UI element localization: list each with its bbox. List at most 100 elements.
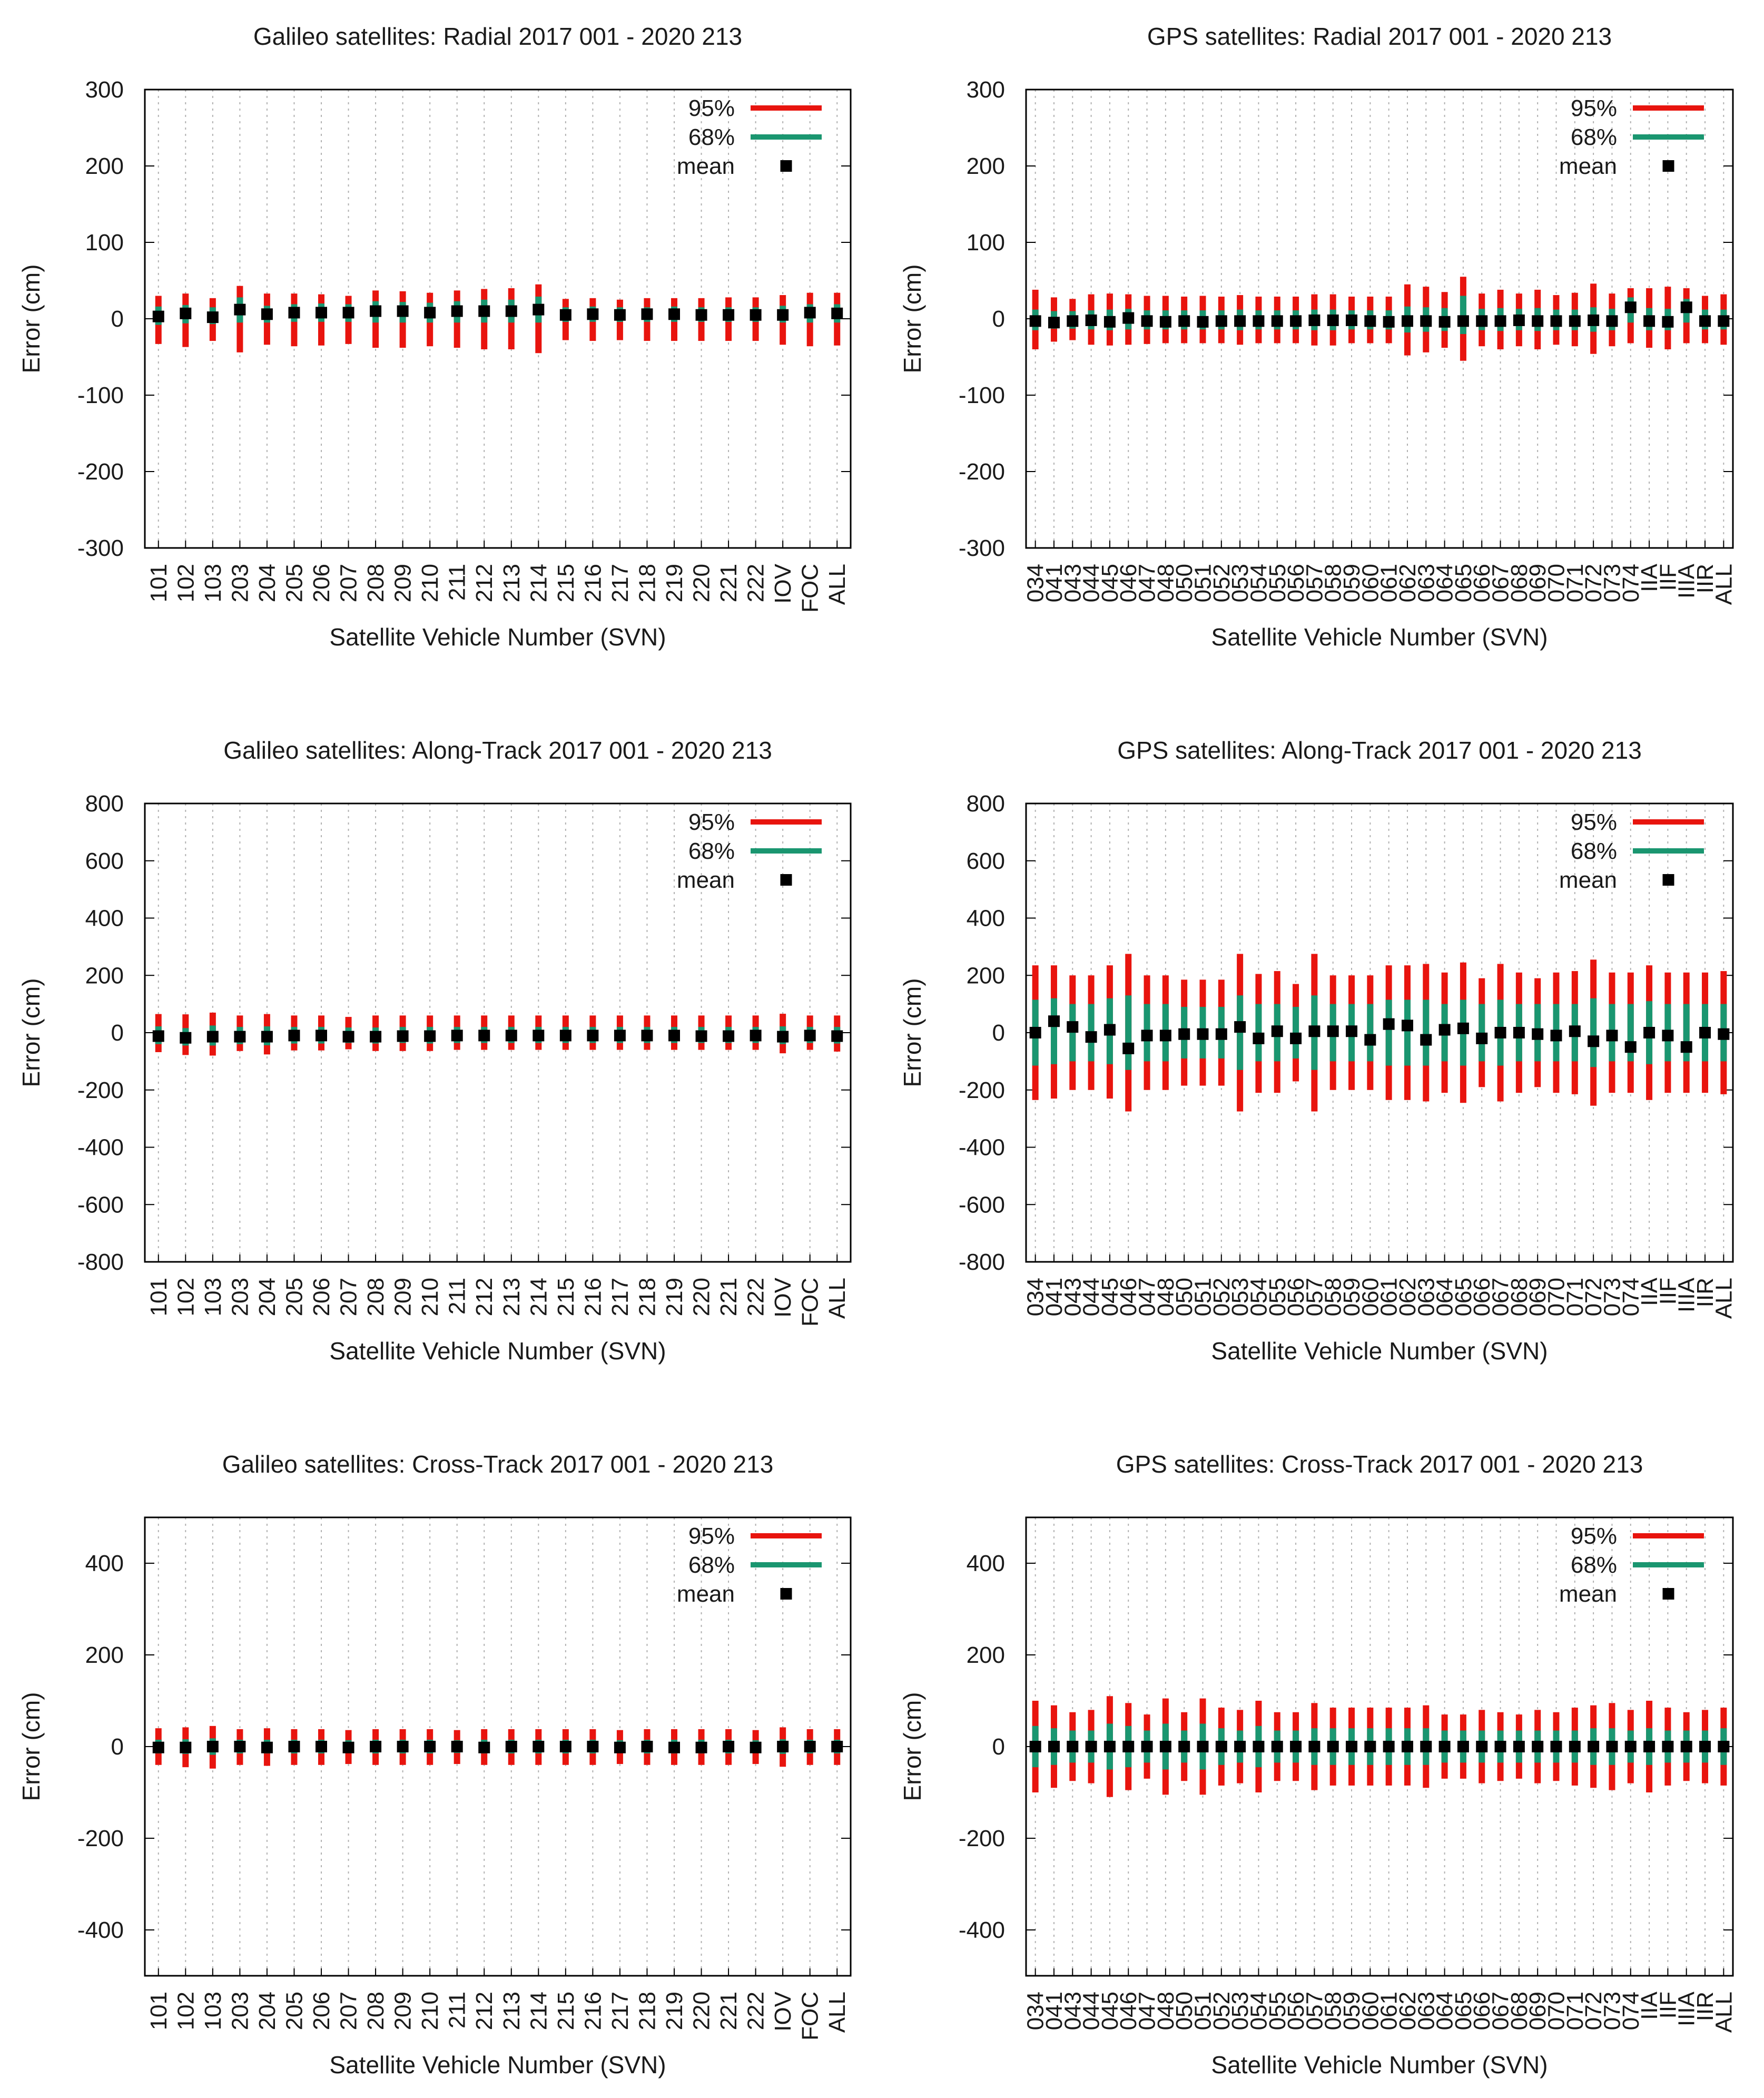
- x-tick-label-102: 102: [173, 1992, 199, 2030]
- mean-point-061: [1383, 1741, 1395, 1752]
- mean-point-IIR: [1699, 1741, 1711, 1752]
- x-tick-label-034: 034: [1023, 564, 1049, 602]
- x-tick-label-054: 054: [1246, 1992, 1272, 2030]
- mean-point-051: [1197, 1741, 1209, 1752]
- x-tick-label-207: 207: [336, 1992, 362, 2030]
- x-tick-label-051: 051: [1190, 1278, 1216, 1316]
- x-axis-label: Satellite Vehicle Number (SVN): [1211, 623, 1548, 651]
- x-tick-label-067: 067: [1488, 1278, 1514, 1316]
- mean-point-209: [397, 1741, 409, 1752]
- x-tick-label-046: 046: [1116, 1992, 1141, 2030]
- x-tick-label-103: 103: [200, 1278, 226, 1316]
- x-tick-label-IIIA: IIIA: [1674, 1277, 1700, 1312]
- mean-point-057: [1308, 314, 1320, 326]
- x-tick-label-059: 059: [1339, 564, 1365, 602]
- x-tick-label-066: 066: [1469, 1992, 1495, 2030]
- x-tick-label-211: 211: [445, 1992, 470, 2028]
- mean-point-073: [1606, 1030, 1618, 1042]
- mean-point-IIF: [1662, 1741, 1674, 1752]
- mean-point-057: [1308, 1741, 1320, 1752]
- mean-point-219: [668, 1030, 680, 1042]
- x-tick-label-212: 212: [471, 1992, 497, 2030]
- x-tick-label-218: 218: [634, 564, 660, 602]
- x-tick-label-203: 203: [227, 1992, 253, 2030]
- mean-point-047: [1141, 315, 1153, 327]
- mean-point-211: [451, 305, 463, 317]
- plot-frame: [1025, 1516, 1734, 1977]
- y-tick-label: -200: [959, 1077, 1005, 1103]
- x-tick-label-208: 208: [363, 1278, 389, 1316]
- mean-point-218: [641, 1030, 653, 1042]
- mean-point-ALL: [831, 1030, 843, 1042]
- mean-point-067: [1494, 315, 1506, 327]
- mean-point-054: [1253, 1741, 1265, 1752]
- x-tick-label-055: 055: [1265, 564, 1290, 602]
- legend-swatch-mean: [1662, 1588, 1674, 1600]
- mean-point-052: [1215, 1741, 1227, 1752]
- x-tick-label-220: 220: [689, 1992, 715, 2030]
- mean-point-101: [152, 1741, 164, 1753]
- x-tick-label-064: 064: [1432, 1278, 1458, 1316]
- legend-label-95: 95%: [1571, 1523, 1617, 1549]
- x-tick-label-044: 044: [1079, 1278, 1105, 1316]
- x-tick-label-055: 055: [1265, 1992, 1290, 2030]
- x-tick-label-213: 213: [499, 1278, 525, 1316]
- mean-point-208: [370, 305, 382, 317]
- mean-point-059: [1346, 314, 1358, 326]
- x-tick-label-053: 053: [1227, 1278, 1253, 1316]
- mean-point-063: [1420, 315, 1432, 327]
- legend-label-68: 68%: [688, 1552, 735, 1578]
- x-tick-label-209: 209: [390, 1992, 416, 2030]
- mean-point-034: [1029, 315, 1041, 327]
- galileo-along-track-panel: Galileo satellites: Along-Track 2017 001…: [17, 737, 852, 1365]
- x-tick-label-056: 056: [1283, 1992, 1309, 2030]
- mean-point-216: [587, 1030, 599, 1042]
- bar-68-060: [1367, 1004, 1374, 1062]
- y-tick-label: -100: [959, 383, 1005, 408]
- mean-point-FOC: [804, 307, 816, 319]
- x-tick-label-ALL: ALL: [1711, 564, 1737, 605]
- x-tick-label-070: 070: [1544, 1992, 1570, 2030]
- mean-point-052: [1215, 1028, 1227, 1040]
- mean-point-IOV: [777, 309, 789, 321]
- mean-point-217: [614, 309, 626, 321]
- y-tick-label: 600: [967, 848, 1005, 874]
- mean-point-053: [1234, 315, 1246, 327]
- y-tick-label: 200: [967, 153, 1005, 179]
- mean-point-IIA: [1643, 1741, 1655, 1752]
- x-tick-label-045: 045: [1097, 1992, 1123, 2030]
- x-tick-label-062: 062: [1395, 1278, 1421, 1316]
- mean-point-214: [533, 1030, 545, 1042]
- chart-title: GPS satellites: Along-Track 2017 001 - 2…: [1117, 737, 1642, 764]
- mean-point-050: [1178, 1028, 1190, 1040]
- x-tick-label-ALL: ALL: [1711, 1992, 1737, 2033]
- x-tick-label-045: 045: [1097, 1278, 1123, 1316]
- x-tick-label-206: 206: [309, 1992, 334, 2030]
- x-tick-label-069: 069: [1525, 1278, 1551, 1316]
- x-tick-label-212: 212: [471, 564, 497, 602]
- y-axis-label: Error (cm): [17, 264, 45, 374]
- x-tick-label-060: 060: [1357, 564, 1383, 602]
- y-axis-label: Error (cm): [17, 978, 45, 1087]
- x-tick-label-058: 058: [1320, 1278, 1346, 1316]
- legend-label-mean: mean: [1559, 153, 1617, 179]
- y-tick-label: -300: [959, 535, 1005, 561]
- y-tick-label: 400: [85, 906, 124, 932]
- mean-point-218: [641, 308, 653, 320]
- x-tick-label-ALL: ALL: [1711, 1278, 1737, 1319]
- mean-point-203: [234, 1031, 246, 1043]
- x-tick-label-034: 034: [1023, 1992, 1049, 2030]
- mean-point-034: [1029, 1027, 1041, 1038]
- mean-point-058: [1327, 314, 1339, 326]
- mean-point-051: [1197, 316, 1209, 328]
- y-tick-label: 0: [111, 1020, 124, 1046]
- mean-point-043: [1067, 1741, 1079, 1752]
- x-tick-label-051: 051: [1190, 564, 1216, 602]
- legend-label-95: 95%: [1571, 95, 1617, 121]
- y-tick-label: -800: [959, 1249, 1005, 1275]
- mean-point-051: [1197, 1028, 1209, 1040]
- mean-point-204: [261, 1031, 273, 1043]
- mean-point-072: [1588, 1035, 1600, 1047]
- x-tick-label-219: 219: [662, 1278, 687, 1316]
- x-tick-label-065: 065: [1451, 1992, 1476, 2030]
